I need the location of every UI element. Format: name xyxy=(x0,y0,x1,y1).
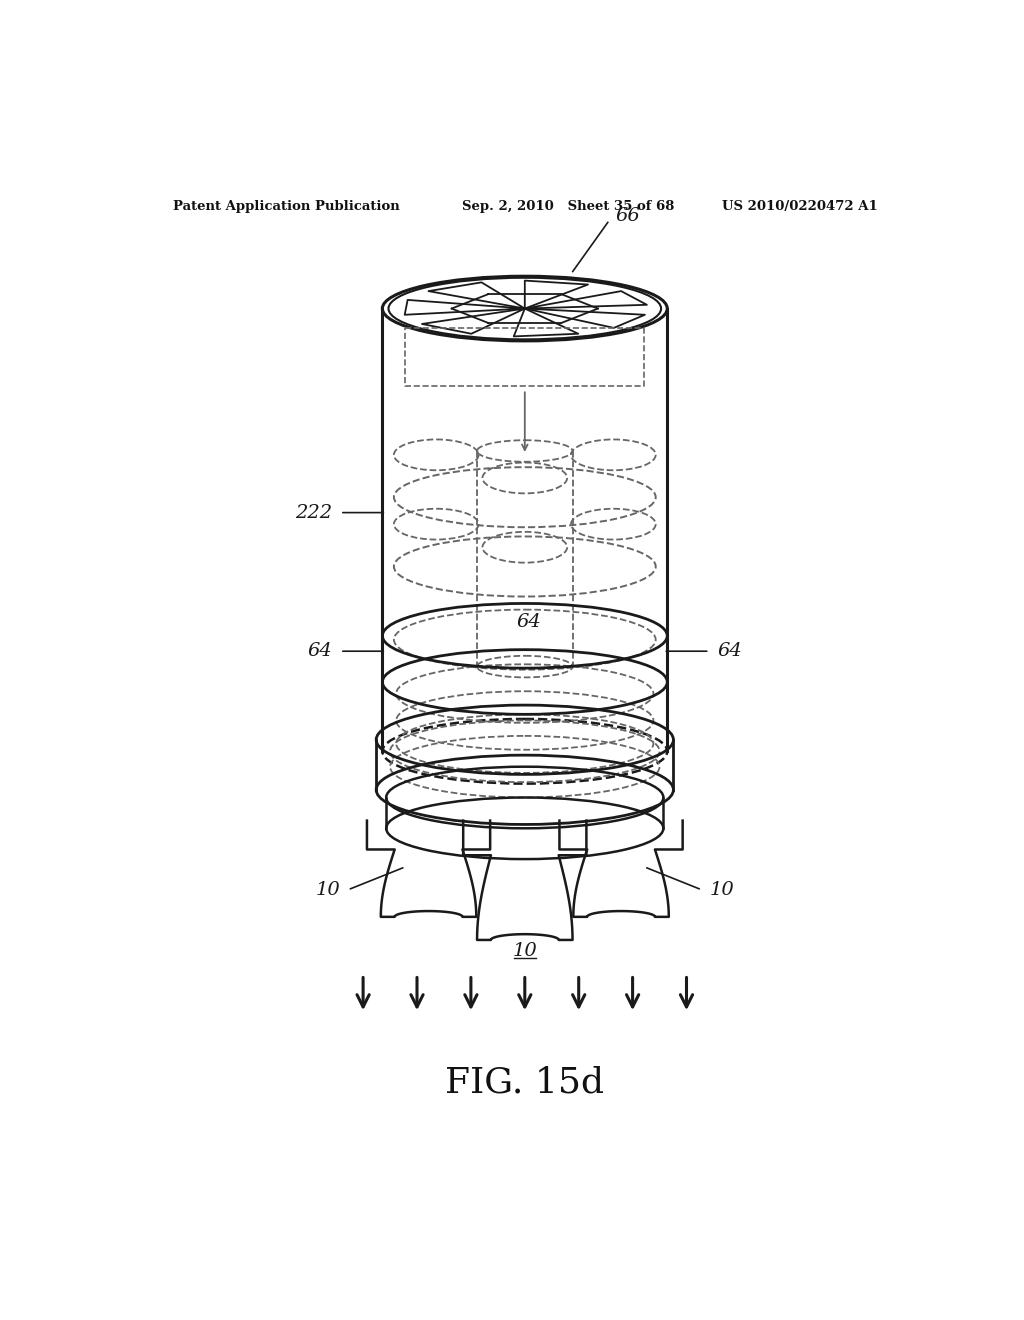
Text: 10: 10 xyxy=(710,880,734,899)
Text: 10: 10 xyxy=(315,880,340,899)
Text: FIG. 15d: FIG. 15d xyxy=(445,1065,604,1100)
Text: Sep. 2, 2010   Sheet 35 of 68: Sep. 2, 2010 Sheet 35 of 68 xyxy=(462,199,674,213)
Text: 64: 64 xyxy=(717,643,742,660)
Text: 66: 66 xyxy=(615,207,640,226)
Text: US 2010/0220472 A1: US 2010/0220472 A1 xyxy=(722,199,878,213)
Text: 10: 10 xyxy=(512,942,538,961)
Text: 64: 64 xyxy=(307,643,333,660)
Text: 222: 222 xyxy=(295,504,333,521)
Text: 64: 64 xyxy=(516,612,541,631)
Text: Patent Application Publication: Patent Application Publication xyxy=(173,199,399,213)
